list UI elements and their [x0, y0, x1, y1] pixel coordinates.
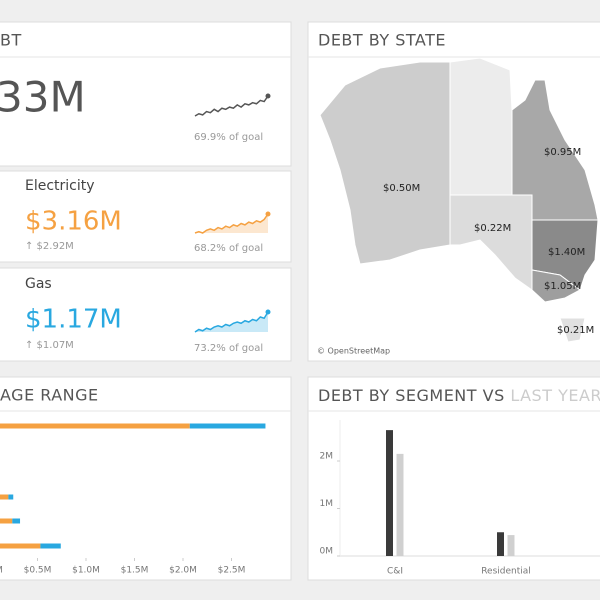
bar — [396, 453, 404, 556]
state-label: $0.21M — [557, 325, 594, 336]
bar — [8, 494, 14, 500]
bar — [0, 518, 13, 524]
state — [449, 57, 513, 196]
y-tick-label: 2M — [320, 452, 334, 462]
sparkline — [194, 95, 269, 117]
state-label: $1.05M — [544, 281, 581, 292]
bar — [0, 423, 190, 429]
bar — [189, 423, 266, 429]
x-tick-label: $1.5M — [121, 566, 149, 576]
kpi-name: Gas — [25, 276, 52, 292]
kpi-title: BT — [0, 31, 22, 50]
x-tick-label: C&I — [387, 567, 403, 577]
age-title: AGE RANGE — [0, 386, 99, 405]
goal-label: 68.2% of goal — [194, 243, 263, 254]
sparkline-end — [265, 93, 271, 99]
goal-label: 69.9% of goal — [194, 132, 263, 143]
kpi-value: 33M — [0, 73, 86, 122]
sparkline-area — [195, 312, 268, 332]
age-panel — [0, 376, 292, 581]
state — [531, 269, 581, 303]
state — [319, 61, 451, 265]
x-tick-label: $2.0M — [169, 566, 197, 576]
title-highlight: LAST YEAR — [510, 386, 600, 405]
sparkline — [194, 213, 269, 234]
previous-value: ↑ $1.07M — [25, 340, 74, 351]
kpi-value: $1.17M — [25, 305, 122, 335]
bar — [0, 543, 41, 549]
segment-panel — [307, 376, 600, 581]
y-tick-label: 1M — [320, 499, 334, 509]
y-tick-label: 0M — [320, 547, 334, 557]
x-tick-label: Residential — [481, 567, 531, 577]
bar — [0, 494, 9, 500]
sparkline-area — [195, 214, 268, 233]
x-tick-label: $0.0M — [0, 566, 3, 576]
goal-label: 73.2% of goal — [194, 343, 263, 354]
sparkline — [194, 311, 269, 333]
x-tick-label: $1.0M — [72, 566, 100, 576]
state — [559, 317, 586, 343]
kpi-panel — [0, 21, 292, 167]
bar — [497, 532, 504, 556]
state-label: $1.40M — [548, 247, 585, 258]
bar — [507, 535, 515, 556]
bar — [386, 430, 393, 556]
map-title: DEBT BY STATE — [318, 31, 446, 50]
gas-panel — [0, 267, 292, 362]
electricity-panel — [0, 170, 292, 263]
sparkline-end — [265, 309, 271, 315]
state-label: $0.95M — [544, 147, 581, 158]
bar — [12, 518, 21, 524]
segment-title: DEBT BY SEGMENT VS LAST YEAR — [318, 386, 600, 405]
state-label: $0.22M — [474, 223, 511, 234]
previous-value: ↑ $2.92M — [25, 241, 74, 252]
kpi-name: Electricity — [25, 178, 95, 194]
x-tick-label: $0.5M — [24, 566, 52, 576]
attribution: © OpenStreetMap — [317, 347, 390, 356]
sparkline-end — [265, 211, 271, 217]
bar — [40, 543, 61, 549]
x-tick-label: $2.5M — [218, 566, 246, 576]
title-part: DEBT BY SEGMENT VS — [318, 386, 505, 405]
state-label: $0.50M — [383, 183, 420, 194]
kpi-value: $3.16M — [25, 207, 122, 237]
